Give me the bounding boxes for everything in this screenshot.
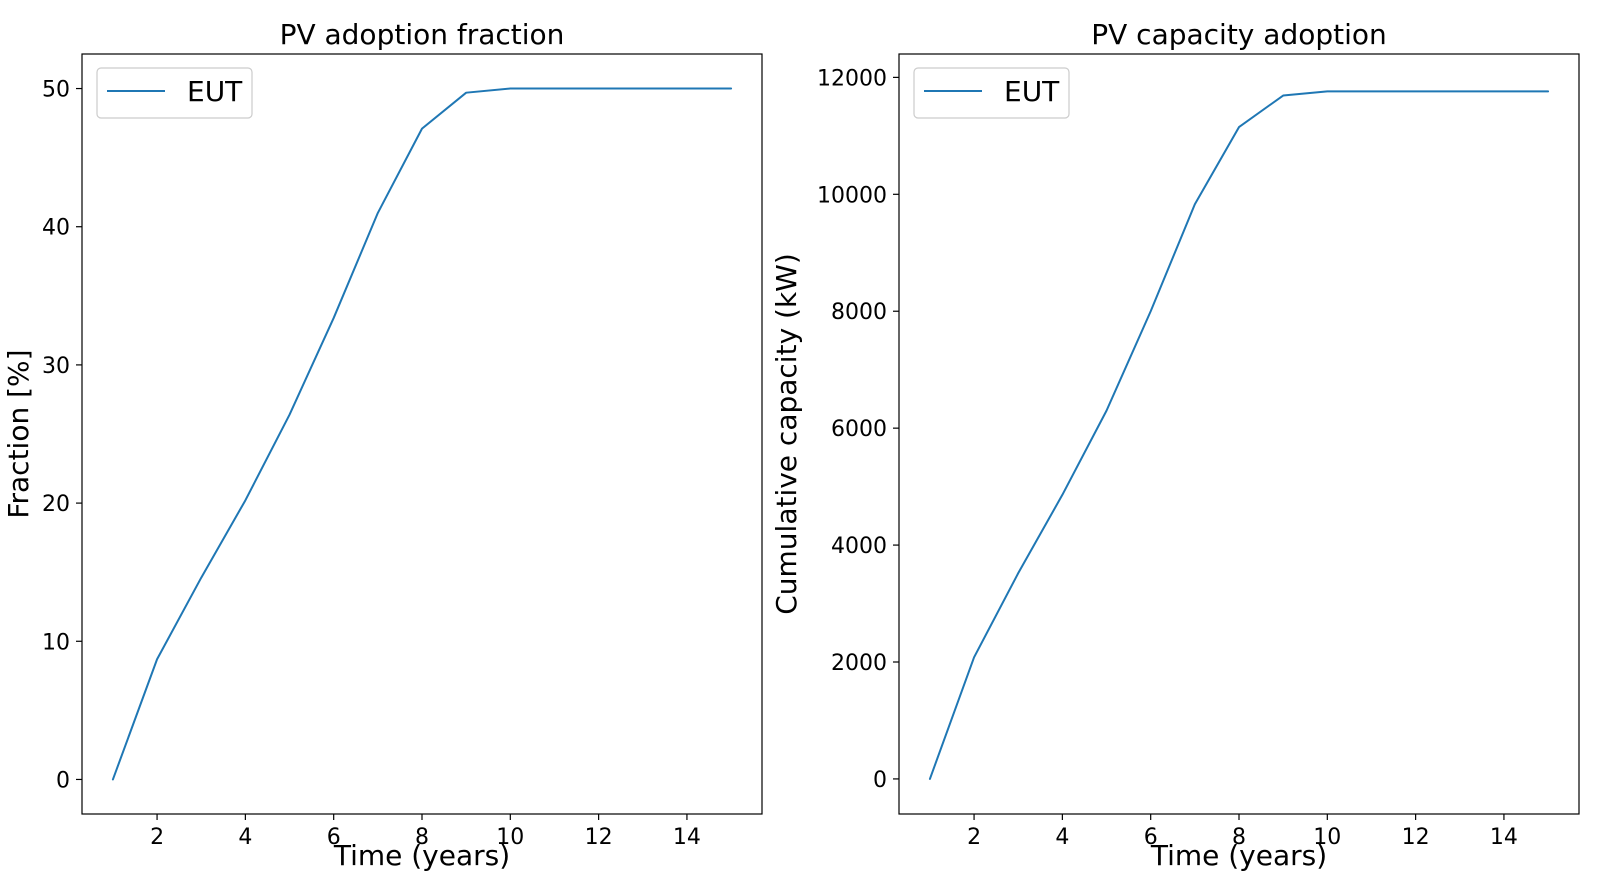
tick-layer: 2 4 6 8 10 12 14 0 10 20 30 40 50: [42, 78, 701, 850]
x-tick-label: 4: [1055, 825, 1069, 850]
chart-fraction: PV adoption fraction 2 4 6 8 10 12 14 0 10 20 30 40…: [2, 18, 763, 872]
x-tick-label: 2: [150, 825, 164, 850]
x-tick-label: 8: [415, 825, 429, 850]
chart-title: PV adoption fraction: [280, 18, 565, 51]
legend-frame: [96, 67, 253, 119]
y-axis-label: Cumulative capacity (kW): [770, 253, 803, 615]
y-tick-label: 2000: [831, 651, 887, 676]
series-layer: [111, 87, 733, 781]
x-tick-label: 8: [1232, 825, 1246, 850]
y-axis-label: Fraction [%]: [2, 349, 35, 518]
x-tick-label: 14: [1490, 825, 1518, 850]
legend-frame: [913, 67, 1070, 119]
y-tick-label: 30: [42, 354, 70, 379]
y-tick-label: 6000: [831, 417, 887, 442]
y-tick-label: 0: [56, 768, 70, 793]
y-tick-label: 4000: [831, 534, 887, 559]
y-tick-label: 10000: [817, 183, 887, 208]
tick-layer: 2 4 6 8 10 12 14 0 2000 4000 6000 8000 10000 12000: [817, 66, 1518, 850]
x-axis-label: Time (years): [333, 839, 510, 872]
y-tick-label: 20: [42, 492, 70, 517]
series-line-eut: [928, 90, 1550, 780]
series-layer: [928, 90, 1550, 780]
x-tick-label: 6: [1144, 825, 1158, 850]
legend: EUT: [96, 67, 253, 119]
x-tick-label: 10: [496, 825, 524, 850]
x-tick-label: 12: [1402, 825, 1430, 850]
x-tick-label: 2: [967, 825, 981, 850]
chart-title: PV capacity adoption: [1091, 18, 1387, 51]
legend: EUT: [913, 67, 1070, 119]
x-tick-label: 10: [1313, 825, 1341, 850]
y-tick-label: 50: [42, 78, 70, 103]
y-tick-label: 40: [42, 216, 70, 241]
legend-label-eut: EUT: [187, 75, 243, 108]
y-tick-label: 10: [42, 630, 70, 655]
series-line-eut: [111, 87, 733, 781]
plot-frame: [81, 53, 763, 815]
plot-frame: [898, 53, 1580, 815]
chart-capacity: PV capacity adoption 2 4 6 8 10 12 14 0 2000 4000…: [770, 18, 1580, 872]
legend-label-eut: EUT: [1004, 75, 1060, 108]
x-axis-label: Time (years): [1150, 839, 1327, 872]
y-tick-label: 0: [873, 768, 887, 793]
y-tick-label: 12000: [817, 66, 887, 91]
x-tick-label: 14: [673, 825, 701, 850]
x-tick-label: 4: [238, 825, 252, 850]
x-tick-label: 12: [585, 825, 613, 850]
x-tick-label: 6: [327, 825, 341, 850]
y-tick-label: 8000: [831, 300, 887, 325]
